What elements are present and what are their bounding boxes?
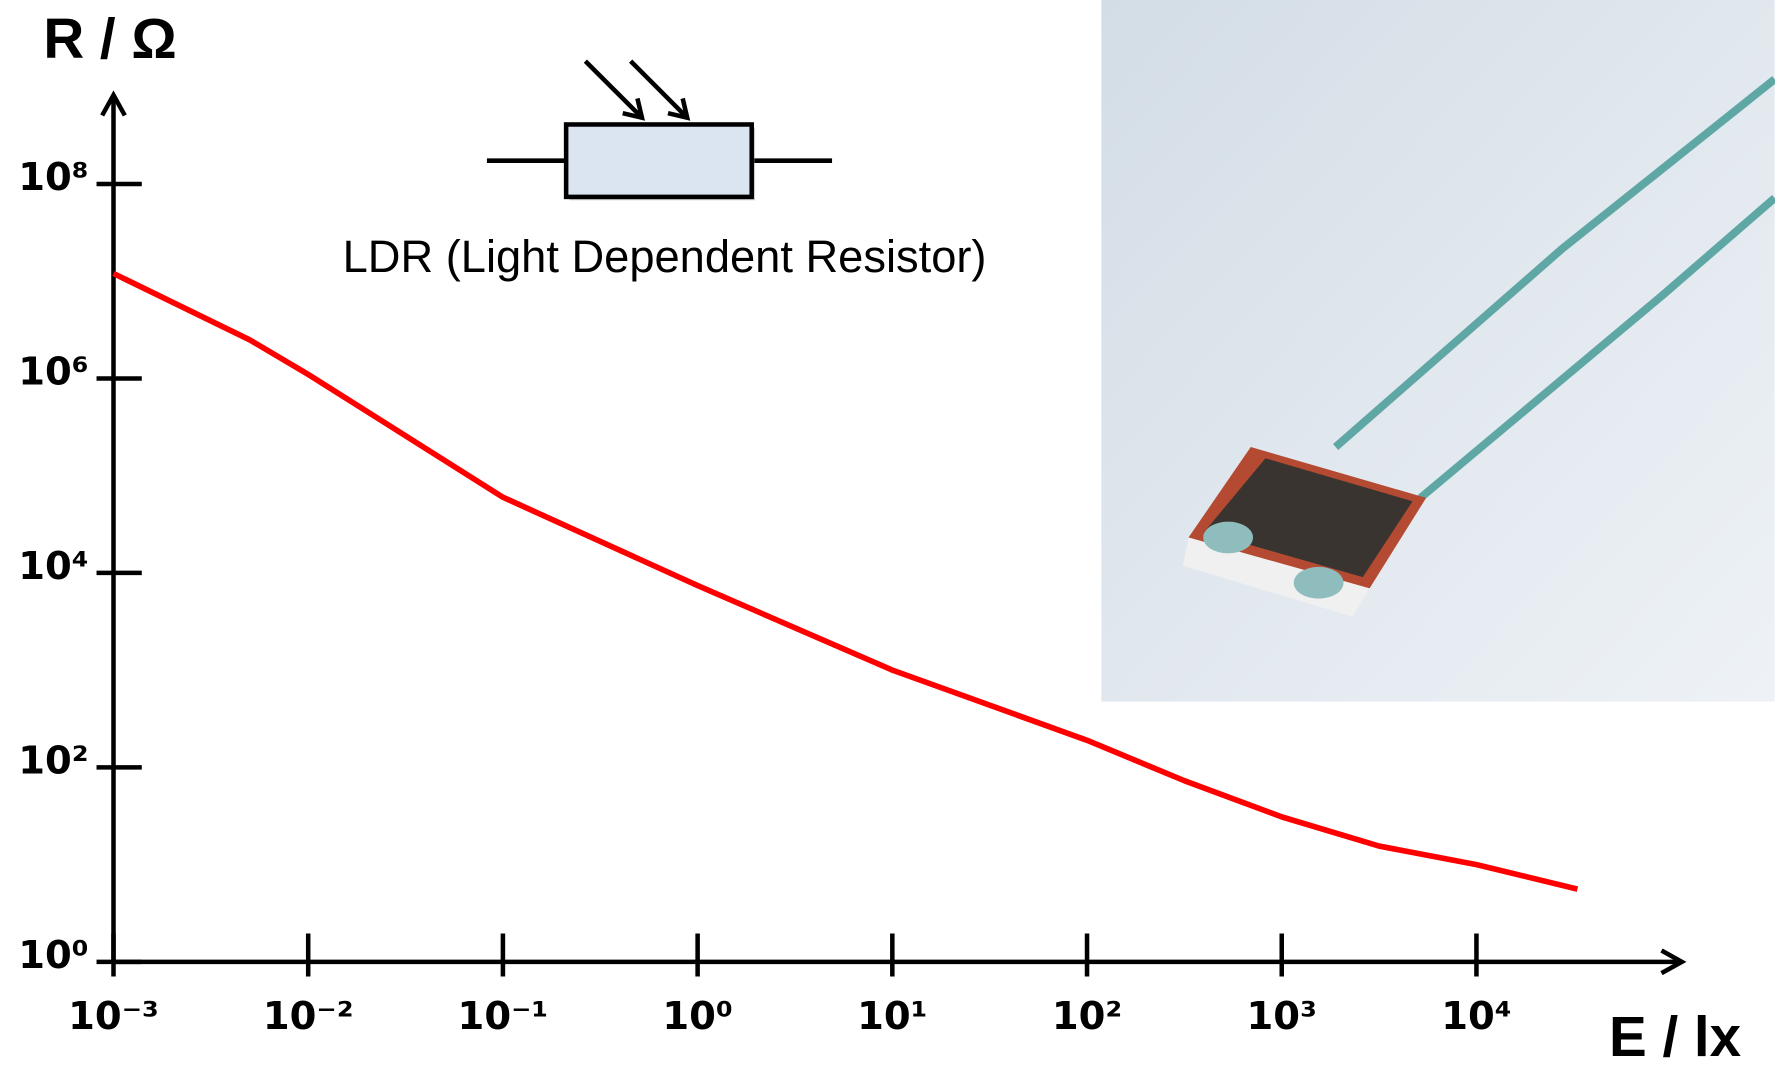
- x-tick-label: 10³: [1247, 994, 1317, 1039]
- x-tick-label: 10¹: [857, 994, 927, 1039]
- x-axis-label: E / lx: [1609, 1005, 1742, 1068]
- ldr-symbol: [487, 61, 832, 200]
- y-axis-label: R / Ω: [43, 7, 176, 70]
- x-tick-label: 10⁻²: [263, 994, 354, 1039]
- x-tick-label: 10⁴: [1441, 994, 1511, 1039]
- y-tick-label: 10⁴: [18, 544, 88, 589]
- x-tick-label: 10⁻¹: [458, 994, 549, 1039]
- x-tick-label: 10⁰: [662, 994, 732, 1039]
- y-tick-label: 10²: [18, 738, 88, 783]
- photo: [1101, 0, 1774, 702]
- annotation: LDR (Light Dependent Resistor): [343, 231, 987, 282]
- chart: LDR (Light Dependent Resistor) R / Ω E /…: [0, 0, 1775, 1075]
- x-tick-label: 10²: [1052, 994, 1122, 1039]
- y-tick-label: 10⁶: [18, 349, 88, 394]
- x-tick-label: 10⁻³: [68, 994, 159, 1039]
- y-tick-label: 10⁰: [18, 933, 88, 978]
- page: LDR (Light Dependent Resistor) R / Ω E /…: [0, 0, 1775, 1075]
- y-tick-label: 10⁸: [18, 155, 88, 200]
